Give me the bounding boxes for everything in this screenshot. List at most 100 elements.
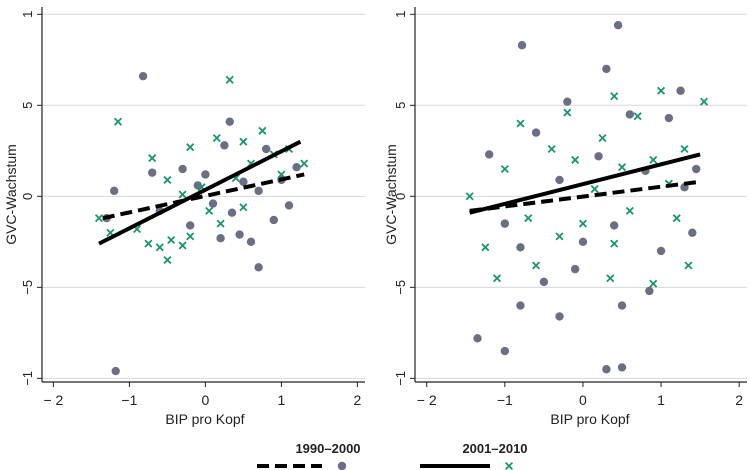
data-point-x [216,219,225,228]
x-tick-label: − 2 [417,392,437,408]
data-point-x [155,243,164,252]
fit-line-1990-2000 [469,179,701,213]
data-point-circle [246,237,256,247]
data-point-circle [625,110,635,119]
data-point-circle [485,150,494,159]
data-point-x [606,274,615,283]
data-point-circle [473,334,482,343]
data-point-circle [208,199,218,208]
data-point-circle [220,141,229,150]
x-axis-title: BIP pro Kopf [165,411,244,427]
data-point-circle [617,363,627,372]
y-tick-label: 1 [20,11,35,18]
data-point-x [625,206,634,215]
data-point-x [205,206,214,215]
y-tick-label: 0 [393,193,408,200]
data-point-x [277,170,286,179]
data-point-circle [563,97,572,106]
y-axis-title: GVC-Wachstum [383,144,399,245]
data-point-circle [617,301,627,310]
data-point-circle [539,277,549,287]
data-point-x [610,92,619,101]
x-tick-label: −1 [121,392,137,408]
data-point-circle [610,221,619,230]
data-point-circle [613,21,623,30]
x-tick-label: − 2 [43,392,63,408]
y-tick-label: 5 [393,102,408,109]
data-point-x [649,279,658,288]
series-1990-2000 [102,71,301,376]
x-tick-label: 1 [278,392,286,408]
data-point-x [225,75,234,84]
x-tick-label: −1 [497,392,513,408]
data-point-circle [193,181,202,190]
data-point-circle [594,152,603,161]
x-tick-label: 0 [202,392,210,408]
y-tick-label: 1 [393,11,408,18]
scatter-panel-right: 1 5 0 −5 −1 − 2 −1 0 1 2 GVC-Wachstum BIP pro Kopf [383,7,747,427]
data-point-circle [235,230,244,239]
data-point-circle [284,201,294,210]
data-point-x [516,119,525,128]
data-point-circle [602,365,611,374]
data-point-x [258,126,267,135]
x-tick-label: 0 [579,392,587,408]
data-point-x [563,108,572,117]
data-point-circle [692,164,701,174]
data-point-x [617,163,627,172]
data-point-circle [225,117,234,126]
data-point-x [680,144,689,154]
data-point-x [610,239,619,248]
y-tick-label: −5 [393,280,408,295]
y-axis-title: GVC-Wachstum [3,144,19,245]
data-point-x [239,203,248,212]
data-point-x [649,155,658,164]
data-point-x [186,143,195,152]
data-point-x [633,112,642,121]
data-point-circle [292,162,301,172]
data-point-circle [254,263,263,272]
data-point-x [492,274,502,283]
series-2001-2010 [465,86,709,288]
data-point-x [167,235,176,245]
data-point-circle [262,144,271,154]
data-point-circle [664,113,674,123]
y-tick-label: −1 [393,371,408,386]
data-point-x [481,243,490,252]
x-axis-title: BIP pro Kopf [550,411,629,427]
data-point-x [590,185,599,194]
data-point-circle [216,233,225,243]
data-point-circle [578,237,588,247]
scatter-panel-left: 1 5 0 −5 −1 − 2 −1 0 1 2 GVC-Wachstum BIP pro Kopf [3,7,365,427]
data-point-circle [517,41,527,50]
data-point-circle [201,170,210,179]
data-point-x [657,86,666,95]
data-point-x [524,214,533,223]
data-point-x [113,117,123,126]
data-point-x [144,239,153,248]
data-point-circle [688,228,697,237]
x-tick-label: 2 [735,392,743,408]
x-tick-label: 1 [657,392,665,408]
data-point-x [212,134,221,143]
data-point-x [239,137,248,146]
data-point-x [555,232,564,241]
data-point-x [178,241,187,250]
data-point-x [163,175,172,184]
legend-marker-x [504,461,514,470]
data-point-circle [602,64,611,74]
data-point-circle [500,219,510,228]
data-point-x [300,159,309,168]
data-point-x [571,155,580,164]
data-point-x [178,190,187,199]
data-point-circle [570,264,580,274]
data-point-circle [531,128,541,137]
data-point-x [163,255,172,265]
data-point-circle [239,177,248,186]
data-point-x [578,219,587,228]
data-point-circle [138,71,148,81]
fit-line-1990-2000 [102,172,305,221]
data-point-x [547,144,556,154]
data-point-circle [110,186,119,196]
